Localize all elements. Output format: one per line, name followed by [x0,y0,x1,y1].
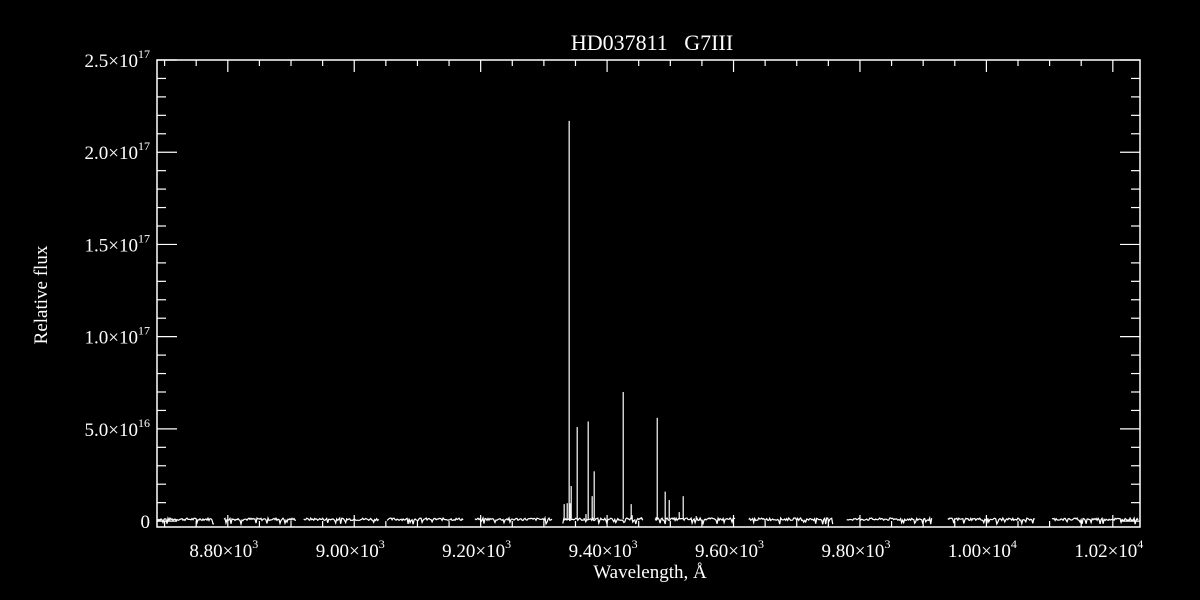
x-tick-label: 1.02×104 [1074,537,1143,562]
spectrum-segment [562,517,644,526]
y-tick-label: 1.0×1017 [85,324,150,349]
x-tick-label: 8.80×103 [189,537,258,562]
chart-title: HD037811 G7III [571,30,733,55]
spectrum-segment [386,516,464,525]
spectrum-segment [1051,516,1139,525]
spectrum-segment [846,515,933,525]
y-tick-label: 0 [141,512,151,533]
x-tick-label: 9.20×103 [442,537,511,562]
x-tick-label: 9.40×103 [569,537,638,562]
spectrum-segment [156,516,215,526]
spectrum-segment [654,516,736,526]
spectrum-segment [748,516,834,525]
spectrum-segment [303,516,380,525]
x-tick-label: 9.00×103 [316,537,385,562]
spectrum-segment [947,516,1035,526]
y-axis-label: Relative flux [31,245,52,344]
x-axis-label: Wavelength, Å [593,562,707,583]
spectrum-segment [223,516,297,527]
y-tick-label: 1.5×1017 [85,231,150,256]
x-tick-label: 1.00×104 [948,537,1017,562]
y-tick-label: 5.0×1016 [85,416,150,441]
spectrum-segment [474,515,553,526]
x-tick-label: 9.60×103 [695,537,764,562]
plot-frame [156,59,1141,528]
y-tick-label: 2.0×1017 [85,139,150,164]
x-tick-label: 9.80×103 [821,537,890,562]
y-tick-label: 2.5×1017 [85,47,150,72]
